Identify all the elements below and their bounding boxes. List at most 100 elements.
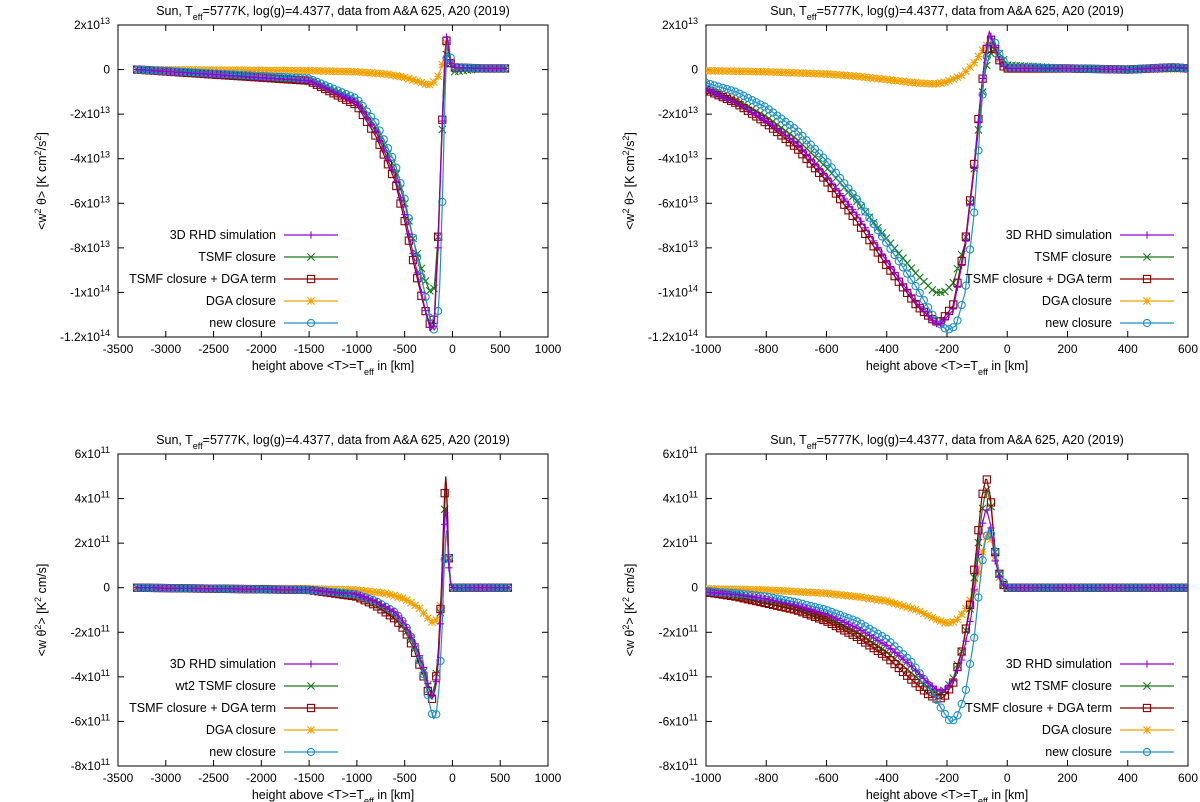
data-point-tsmf_dga bbox=[852, 632, 862, 642]
data-point-new bbox=[743, 93, 753, 103]
data-point-new bbox=[961, 685, 971, 694]
legend-item-tsmf: TSMF closure bbox=[198, 250, 338, 264]
x-tick-label: -800 bbox=[754, 771, 778, 785]
data-point-tsmf_dga bbox=[865, 641, 874, 650]
data-point-dga bbox=[308, 66, 317, 75]
data-point-dga bbox=[882, 597, 891, 605]
data-point-dga bbox=[949, 617, 958, 626]
data-point-sim bbox=[853, 211, 861, 219]
data-point-dga bbox=[815, 69, 824, 78]
data-point-sim bbox=[394, 612, 402, 620]
data-point-tsmf_wt2 bbox=[970, 573, 979, 582]
data-point-new bbox=[756, 100, 765, 109]
data-point-sim bbox=[748, 108, 756, 117]
legend-item-new: new closure bbox=[209, 316, 338, 330]
series-sim bbox=[133, 507, 512, 700]
data-point-dga bbox=[396, 72, 405, 81]
plot-area bbox=[706, 475, 1188, 725]
data-point-dga bbox=[873, 74, 882, 83]
data-point-dga bbox=[356, 586, 365, 595]
data-point-dga bbox=[390, 591, 399, 600]
data-point-dga bbox=[400, 73, 409, 82]
data-point-sim bbox=[355, 102, 363, 110]
legend: 3D RHD simulation TSMF closure TSMF closur… bbox=[965, 228, 1174, 330]
data-point-sim bbox=[811, 607, 819, 615]
data-point-dga bbox=[383, 70, 392, 79]
data-point-tsmf_dga bbox=[831, 621, 841, 631]
data-point-new bbox=[436, 656, 445, 666]
x-tick-label: 200 bbox=[1057, 342, 1077, 356]
data-point-new bbox=[982, 52, 991, 61]
x-tick-label: -3500 bbox=[103, 342, 134, 356]
legend: 3D RHD simulation wt2 TSMF closure TSMF cl… bbox=[965, 657, 1174, 759]
data-point-tsmf_dga bbox=[961, 624, 971, 633]
data-point-sim bbox=[911, 298, 920, 306]
data-point-sim bbox=[870, 634, 878, 642]
data-point-sim bbox=[392, 177, 400, 185]
data-point-dga bbox=[852, 72, 861, 81]
y-axis-label: <w2 θ> [K cm2/s2] bbox=[621, 132, 637, 230]
data-point-dga bbox=[394, 593, 403, 601]
data-point-dga bbox=[907, 78, 916, 87]
data-point-dga bbox=[371, 69, 380, 78]
legend-swatch-marker bbox=[307, 253, 315, 261]
data-point-sim bbox=[436, 620, 445, 628]
legend-label: new closure bbox=[1045, 745, 1112, 759]
data-point-tsmf_dga bbox=[856, 635, 866, 644]
data-point-tsmf bbox=[949, 278, 958, 287]
data-point-dga bbox=[752, 585, 761, 594]
data-point-dga bbox=[352, 585, 361, 594]
chart-p1: Sun, Teff=5777K, log(g)=4.4377, data fro… bbox=[33, 4, 562, 377]
data-point-dga bbox=[945, 618, 954, 627]
legend-item-tsmf_dga: TSMF closure + DGA term bbox=[965, 701, 1174, 715]
data-point-sim bbox=[735, 101, 744, 109]
data-point-sim bbox=[945, 311, 953, 319]
data-point-new bbox=[819, 153, 828, 162]
data-point-dga bbox=[781, 587, 790, 596]
data-point-sim bbox=[823, 611, 832, 619]
data-point-sim bbox=[920, 307, 928, 316]
data-point-dga bbox=[304, 66, 313, 75]
data-point-sim bbox=[744, 106, 752, 114]
data-point-sim bbox=[802, 150, 811, 159]
plot-frame bbox=[117, 453, 549, 767]
data-point-sim bbox=[849, 622, 857, 630]
legend-label: TSMF closure + DGA term bbox=[129, 272, 276, 286]
data-point-tsmf_dga bbox=[982, 475, 991, 484]
data-point-dga bbox=[329, 67, 338, 76]
data-point-sim bbox=[390, 608, 398, 616]
legend-swatch-marker bbox=[307, 682, 315, 690]
x-tick-label: -500 bbox=[393, 342, 417, 356]
plot-frame bbox=[117, 24, 549, 338]
data-point-sim bbox=[861, 224, 869, 232]
data-point-dga bbox=[258, 66, 267, 75]
legend-item-tsmf: TSMF closure bbox=[1034, 250, 1174, 264]
data-point-dga bbox=[987, 535, 995, 544]
data-point-new bbox=[802, 136, 811, 145]
data-point-dga bbox=[266, 66, 275, 75]
data-point-sim bbox=[369, 596, 377, 604]
data-point-sim bbox=[342, 94, 350, 102]
legend-swatch-marker bbox=[306, 703, 316, 713]
y-tick-label: -4x1013 bbox=[70, 150, 110, 166]
y-tick-label: -6x1013 bbox=[70, 194, 110, 210]
data-point-new bbox=[940, 324, 950, 333]
data-point-dga bbox=[940, 618, 949, 627]
data-point-sim bbox=[953, 666, 962, 674]
data-point-sim bbox=[983, 506, 991, 514]
x-tick-label: -600 bbox=[814, 342, 838, 356]
data-point-sim bbox=[874, 243, 882, 251]
data-point-new bbox=[371, 118, 380, 127]
legend-label: DGA closure bbox=[206, 723, 276, 737]
data-point-new bbox=[848, 189, 857, 199]
legend-swatch-marker bbox=[1143, 660, 1151, 668]
data-point-sim bbox=[361, 593, 369, 601]
legend-label: 3D RHD simulation bbox=[1006, 228, 1112, 242]
data-point-sim bbox=[794, 602, 802, 610]
legend-swatch-marker bbox=[307, 726, 315, 734]
data-point-dga bbox=[953, 73, 962, 82]
data-point-tsmf_dga bbox=[844, 628, 853, 637]
data-point-sim bbox=[844, 200, 853, 208]
data-point-dga bbox=[911, 605, 920, 614]
series-sim bbox=[133, 33, 509, 332]
